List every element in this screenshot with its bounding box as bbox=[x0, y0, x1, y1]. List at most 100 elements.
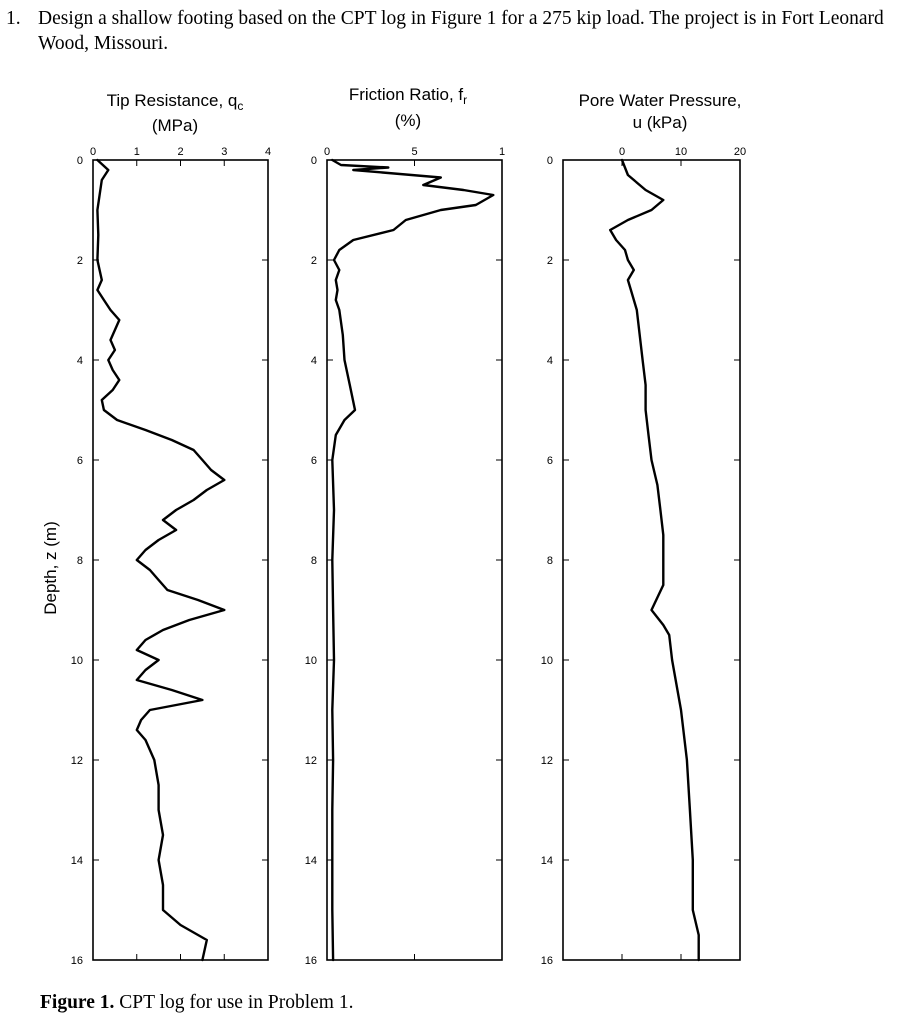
caption-label: Figure 1. bbox=[40, 992, 115, 1013]
data-point bbox=[210, 469, 213, 471]
data-point bbox=[103, 409, 105, 411]
data-point bbox=[697, 934, 700, 936]
y-tick-label: 16 bbox=[541, 955, 553, 967]
data-point bbox=[98, 269, 101, 271]
data-point bbox=[334, 434, 337, 436]
data-point bbox=[354, 409, 356, 411]
problem-text: Design a shallow footing based on the CP… bbox=[38, 8, 884, 54]
data-point bbox=[341, 334, 344, 336]
data-point bbox=[162, 629, 164, 631]
data-point bbox=[659, 509, 662, 511]
data-point bbox=[439, 209, 442, 211]
data-point bbox=[650, 209, 653, 211]
y-tick-label: 14 bbox=[71, 855, 83, 867]
y-tick-label: 0 bbox=[311, 155, 317, 167]
data-point bbox=[162, 834, 164, 836]
data-point bbox=[462, 189, 465, 191]
data-point bbox=[404, 219, 407, 221]
chart-title: Friction Ratio, fr bbox=[349, 85, 467, 107]
data-point bbox=[96, 259, 99, 261]
data-point bbox=[109, 309, 112, 311]
data-point bbox=[170, 439, 173, 441]
data-point bbox=[166, 589, 169, 591]
data-point bbox=[650, 459, 653, 461]
data-point bbox=[116, 419, 118, 421]
y-tick-label: 4 bbox=[77, 355, 83, 367]
y-tick-label: 6 bbox=[77, 455, 83, 467]
y-tick-label: 2 bbox=[547, 255, 553, 267]
data-point bbox=[392, 229, 395, 231]
series-line-1 bbox=[609, 158, 700, 962]
data-point bbox=[352, 169, 355, 171]
data-point bbox=[331, 859, 334, 861]
y-tick-label: 0 bbox=[547, 155, 553, 167]
data-point bbox=[175, 509, 178, 511]
y-tick-label: 8 bbox=[311, 555, 317, 567]
x-tick-label: 1 bbox=[134, 146, 140, 158]
data-point bbox=[331, 459, 334, 461]
data-point bbox=[144, 669, 147, 671]
data-point bbox=[223, 609, 226, 611]
data-point bbox=[157, 809, 160, 811]
plot-frame bbox=[562, 159, 741, 961]
data-point bbox=[192, 449, 195, 451]
data-point bbox=[175, 529, 178, 531]
data-point bbox=[492, 194, 495, 196]
data-point bbox=[697, 959, 700, 961]
data-point bbox=[157, 784, 160, 786]
data-point bbox=[135, 729, 138, 731]
x-tick-label: 3 bbox=[221, 146, 227, 158]
data-point bbox=[686, 759, 688, 761]
data-point bbox=[149, 709, 151, 711]
chart-title-subscript: c bbox=[237, 99, 243, 113]
data-point bbox=[348, 384, 351, 386]
y-tick-label: 8 bbox=[77, 555, 83, 567]
data-point bbox=[331, 559, 334, 561]
data-point bbox=[662, 624, 665, 626]
data-point bbox=[635, 309, 638, 311]
data-point bbox=[201, 459, 204, 461]
data-point bbox=[170, 689, 173, 691]
chart-units: (%) bbox=[395, 111, 421, 130]
data-point bbox=[668, 634, 671, 636]
data-point bbox=[662, 584, 665, 586]
data-point bbox=[332, 609, 334, 611]
data-point bbox=[157, 539, 160, 541]
data-point bbox=[157, 659, 160, 661]
data-point bbox=[641, 359, 644, 361]
data-point bbox=[223, 479, 226, 481]
y-tick-label: 14 bbox=[541, 855, 553, 867]
data-point bbox=[331, 709, 334, 711]
data-point bbox=[149, 749, 151, 751]
data-point bbox=[144, 549, 147, 551]
data-point bbox=[422, 184, 425, 186]
data-point bbox=[188, 619, 191, 621]
y-tick-label: 12 bbox=[71, 755, 83, 767]
y-tick-label: 4 bbox=[547, 355, 553, 367]
data-point bbox=[638, 334, 641, 336]
data-point bbox=[656, 484, 659, 486]
y-tick-label: 14 bbox=[305, 855, 317, 867]
y-tick-label: 12 bbox=[541, 755, 553, 767]
data-point bbox=[114, 329, 116, 331]
data-point bbox=[140, 719, 143, 721]
chart-title: Tip Resistance, qc bbox=[107, 91, 244, 113]
y-tick-label: 0 bbox=[77, 155, 83, 167]
y-tick-label: 12 bbox=[305, 755, 317, 767]
chart-title: Pore Water Pressure, bbox=[579, 91, 742, 110]
data-point bbox=[162, 909, 164, 911]
data-point bbox=[680, 709, 682, 711]
data-point bbox=[201, 959, 204, 961]
data-point bbox=[192, 499, 195, 501]
series-line-1 bbox=[96, 158, 226, 962]
data-point bbox=[332, 759, 334, 761]
y-axis-label: Depth, z (m) bbox=[41, 521, 60, 615]
data-point bbox=[662, 534, 665, 536]
data-point bbox=[96, 159, 99, 161]
data-point bbox=[97, 234, 100, 236]
y-tick-label: 8 bbox=[547, 555, 553, 567]
plot-frame bbox=[92, 159, 269, 961]
data-point bbox=[340, 164, 342, 166]
data-point bbox=[387, 166, 390, 169]
data-point bbox=[98, 194, 101, 196]
